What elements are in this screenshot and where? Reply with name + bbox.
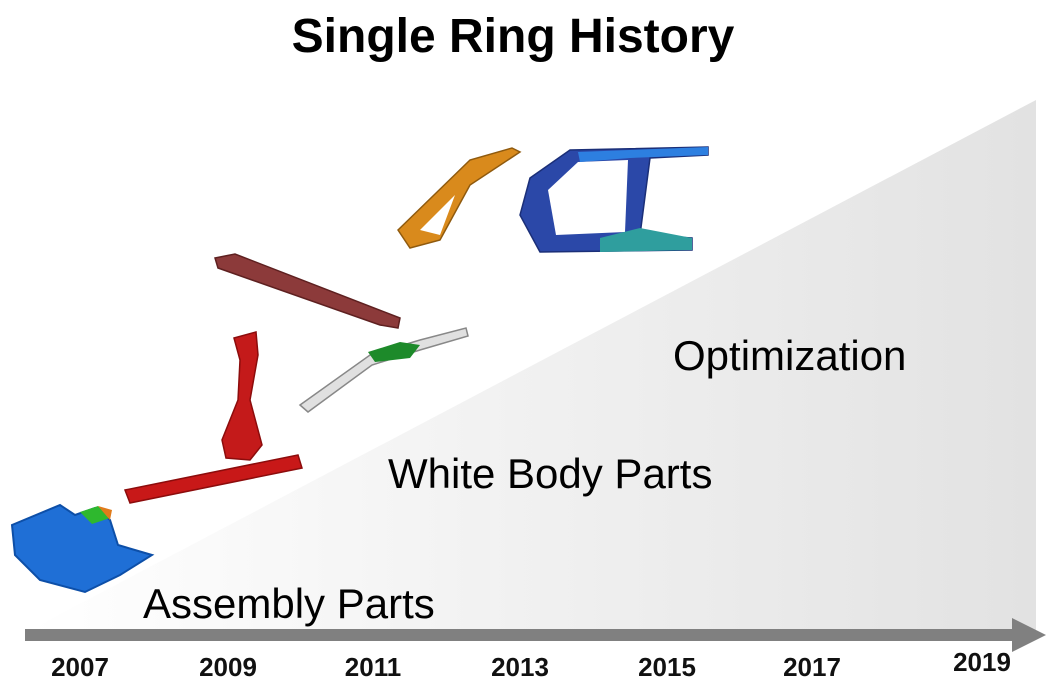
year-label: 2013 (491, 652, 549, 679)
stage-label: Assembly Parts (143, 580, 435, 627)
year-label: 2017 (783, 652, 841, 679)
timeline-arrowhead (1012, 618, 1046, 652)
stage-label: White Body Parts (388, 450, 712, 497)
side-panel-roof (578, 147, 708, 162)
year-label: 2015 (638, 652, 696, 679)
title: Single Ring History (292, 10, 735, 63)
timeline-arrow (25, 629, 1015, 641)
stage-label: Optimization (673, 332, 906, 379)
floor-bracket (98, 506, 112, 520)
rail-joint (368, 342, 420, 362)
rail-part (298, 327, 469, 413)
a-pillar-hole (420, 195, 455, 235)
timeline-years: 2007 2009 2011 2013 2015 2017 2019 (51, 647, 1011, 679)
year-label: 2007 (51, 652, 109, 679)
car-parts (10, 146, 709, 594)
sill-part (123, 454, 303, 504)
b-pillar-part (221, 331, 263, 461)
growth-triangle (30, 100, 1036, 630)
floor-part (10, 503, 155, 594)
side-panel-sill (600, 228, 692, 252)
a-pillar-part (397, 147, 522, 249)
year-label: 2019 (953, 647, 1011, 677)
year-label: 2011 (345, 652, 401, 679)
year-label: 2009 (199, 652, 257, 679)
side-panel-opening (548, 160, 628, 235)
roof-rail-part (214, 253, 401, 329)
